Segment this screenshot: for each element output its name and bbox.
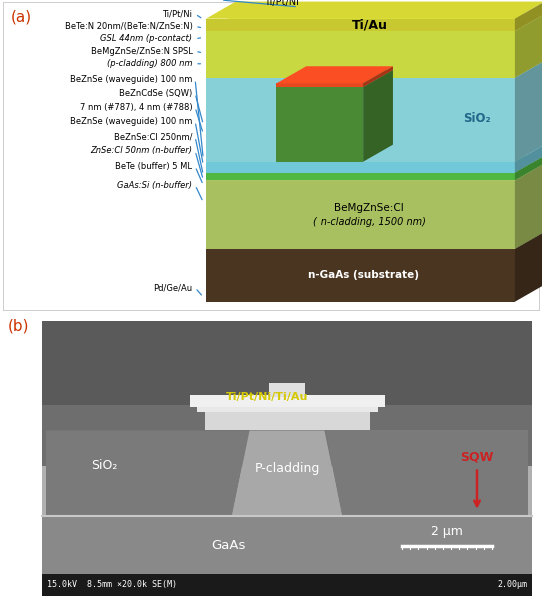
Text: Ti/Pt/Ni/Ti/Au: Ti/Pt/Ni/Ti/Au: [226, 393, 308, 402]
Text: (b): (b): [8, 318, 29, 333]
Text: SiO₂: SiO₂: [91, 458, 117, 472]
Polygon shape: [515, 2, 542, 31]
Polygon shape: [206, 19, 515, 31]
Bar: [42, 574, 532, 596]
Polygon shape: [206, 249, 515, 302]
Text: BeZnSe:Cl 250nm/: BeZnSe:Cl 250nm/: [114, 132, 192, 141]
Polygon shape: [363, 70, 393, 162]
Text: Ti/Pt/Ni: Ti/Pt/Ni: [163, 10, 192, 19]
Bar: [204, 413, 370, 431]
Text: SQW: SQW: [460, 451, 494, 463]
Text: Ti/Au: Ti/Au: [351, 18, 388, 31]
Polygon shape: [276, 66, 393, 83]
Polygon shape: [515, 163, 542, 249]
Bar: [42, 405, 532, 466]
Text: 2.00μm: 2.00μm: [497, 580, 527, 590]
Text: 15.0kV  8.5mm ×20.0k SE(M): 15.0kV 8.5mm ×20.0k SE(M): [47, 580, 177, 590]
Polygon shape: [232, 431, 342, 516]
Polygon shape: [325, 431, 528, 516]
Polygon shape: [46, 431, 249, 516]
Polygon shape: [515, 14, 542, 78]
Text: (a): (a): [11, 9, 32, 24]
Polygon shape: [206, 155, 542, 173]
Text: (p-cladding) 800 nm: (p-cladding) 800 nm: [107, 59, 192, 68]
Bar: [42, 321, 532, 405]
Polygon shape: [276, 70, 393, 87]
Text: ZnSe:Cl 50nm (n-buffer): ZnSe:Cl 50nm (n-buffer): [91, 146, 192, 155]
Polygon shape: [206, 232, 542, 249]
Text: BeZnSe (waveguide) 100 nm: BeZnSe (waveguide) 100 nm: [70, 117, 192, 126]
Polygon shape: [206, 163, 542, 181]
Polygon shape: [206, 60, 542, 78]
Text: GSL 44nm (p-contact): GSL 44nm (p-contact): [100, 34, 192, 43]
Text: BeMgZnSe:Cl: BeMgZnSe:Cl: [334, 204, 404, 213]
Text: 7 nm (#787), 4 nm (#788): 7 nm (#787), 4 nm (#788): [80, 103, 192, 112]
Text: n-GaAs (substrate): n-GaAs (substrate): [308, 270, 419, 280]
Bar: [190, 396, 384, 407]
Polygon shape: [206, 181, 515, 249]
Text: Ti/Pt/Ni: Ti/Pt/Ni: [264, 0, 299, 7]
Bar: [42, 516, 532, 574]
Polygon shape: [206, 14, 542, 31]
Polygon shape: [206, 162, 515, 173]
Text: (  n-cladding, 1500 nm): ( n-cladding, 1500 nm): [313, 217, 426, 228]
Text: 2 μm: 2 μm: [431, 525, 463, 538]
Polygon shape: [276, 83, 363, 87]
Bar: [42, 466, 532, 516]
Polygon shape: [206, 31, 515, 78]
Text: GaAs: GaAs: [211, 539, 246, 552]
Polygon shape: [515, 155, 542, 181]
Polygon shape: [206, 173, 515, 181]
Text: BeZnSe (waveguide) 100 nm: BeZnSe (waveguide) 100 nm: [70, 75, 192, 84]
Polygon shape: [515, 60, 542, 162]
Polygon shape: [276, 87, 363, 162]
Polygon shape: [206, 2, 542, 19]
Text: BeTe:N 20nm/(BeTe:N/ZnSe:N): BeTe:N 20nm/(BeTe:N/ZnSe:N): [64, 22, 192, 31]
Bar: [197, 404, 377, 413]
Text: BeTe (buffer) 5 ML: BeTe (buffer) 5 ML: [115, 162, 192, 171]
Text: BeZnCdSe (SQW): BeZnCdSe (SQW): [119, 89, 192, 98]
Polygon shape: [363, 66, 393, 87]
Polygon shape: [515, 232, 542, 302]
Text: SiO₂: SiO₂: [463, 112, 491, 124]
Polygon shape: [206, 144, 542, 162]
Text: P-cladding: P-cladding: [254, 461, 320, 475]
Polygon shape: [515, 144, 542, 173]
Text: GaAs:Si (n-buffer): GaAs:Si (n-buffer): [118, 181, 192, 190]
Text: BeMgZnSe/ZnSe:N SPSL: BeMgZnSe/ZnSe:N SPSL: [91, 47, 192, 56]
Bar: [269, 384, 305, 397]
Text: Pd/Ge/Au: Pd/Ge/Au: [153, 283, 192, 292]
Polygon shape: [206, 78, 515, 162]
